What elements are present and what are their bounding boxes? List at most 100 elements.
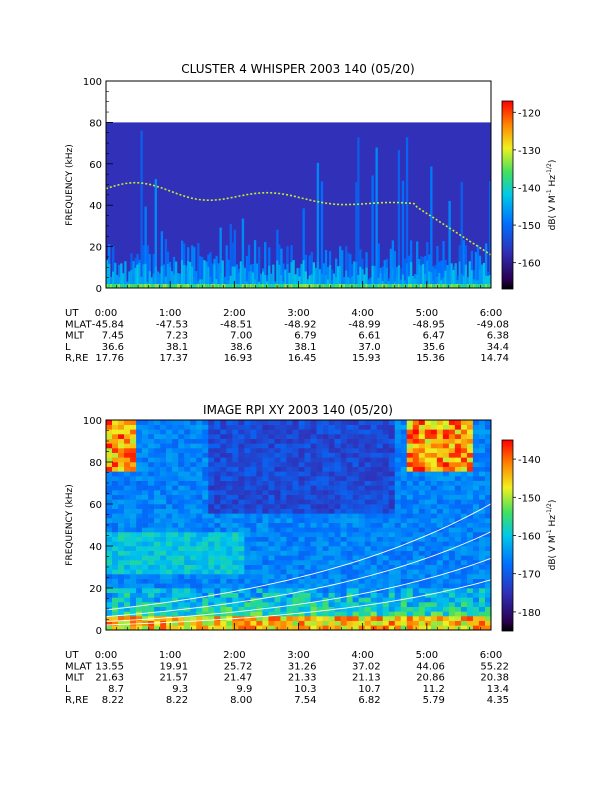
spectrogram-cell bbox=[418, 448, 426, 453]
spectrogram-low-band bbox=[434, 268, 437, 288]
spectrogram-cell bbox=[484, 569, 492, 575]
spectrogram-cell bbox=[112, 448, 119, 453]
spectrogram-cell bbox=[130, 490, 137, 495]
spectrogram-cell bbox=[478, 499, 486, 505]
spectrogram-low-band bbox=[122, 273, 125, 288]
spectrogram-cell bbox=[412, 480, 420, 486]
spectrogram-cell bbox=[178, 578, 185, 584]
spectrogram-cell bbox=[190, 602, 197, 607]
spectrogram-cell bbox=[232, 620, 239, 626]
spectrogram-cell bbox=[178, 420, 185, 425]
spectrogram-baseline bbox=[310, 284, 313, 288]
spectrogram-cell bbox=[112, 508, 119, 514]
colorbar-tick-label: -120 bbox=[518, 108, 541, 119]
spectrogram-cell bbox=[250, 555, 257, 561]
spectrogram-cell bbox=[112, 592, 119, 598]
spectrogram-cell bbox=[436, 471, 444, 477]
spectrogram-cell bbox=[178, 550, 185, 556]
spectrogram-baseline bbox=[213, 284, 216, 288]
spectrogram-cell bbox=[262, 434, 269, 439]
spectrogram-cell bbox=[412, 550, 420, 556]
spectrogram-cell bbox=[430, 592, 438, 598]
spectrogram-cell bbox=[442, 592, 450, 598]
spectrogram-cell bbox=[274, 583, 281, 589]
spectrogram-low-band bbox=[213, 264, 216, 288]
spectrogram-cell bbox=[292, 462, 299, 467]
spectrogram-cell bbox=[268, 434, 275, 439]
spectrogram-cell bbox=[448, 536, 456, 542]
spectrogram-cell bbox=[184, 578, 191, 584]
spectrogram-cell bbox=[208, 476, 215, 481]
spectrogram-baseline bbox=[286, 284, 289, 288]
spectrogram-cell bbox=[424, 434, 432, 439]
spectrogram-baseline bbox=[405, 284, 409, 288]
spectrogram-cell bbox=[226, 480, 233, 486]
spectrogram-cell bbox=[268, 560, 275, 565]
spectrogram-low-band bbox=[166, 263, 170, 288]
spectrogram-low-band bbox=[334, 277, 338, 288]
spectrogram-cell bbox=[226, 499, 233, 505]
spectrogram-cell bbox=[226, 434, 233, 439]
ephemeris-cell: 16.93 bbox=[224, 353, 253, 364]
spectrogram-cell bbox=[460, 597, 468, 603]
spectrogram-cell bbox=[190, 443, 197, 449]
spectrogram-cell bbox=[262, 522, 269, 528]
spectrogram-cell bbox=[136, 578, 143, 584]
spectrogram-cell bbox=[418, 485, 426, 491]
spectrogram-baseline bbox=[304, 284, 307, 288]
spectrogram-cell bbox=[238, 620, 245, 626]
spectrogram-cell bbox=[484, 606, 492, 612]
spectrogram-column bbox=[193, 247, 196, 288]
spectrogram-cell bbox=[250, 564, 257, 570]
spectrogram-column bbox=[442, 241, 445, 288]
spectrogram-cell bbox=[136, 499, 143, 505]
spectrogram-cell bbox=[310, 560, 317, 565]
spectrogram-cell bbox=[340, 438, 347, 444]
spectrogram-cell bbox=[184, 448, 191, 453]
spectrogram-cell bbox=[166, 434, 173, 439]
spectrogram-cell bbox=[454, 504, 462, 509]
spectrogram-cell bbox=[436, 457, 444, 463]
spectrogram-cell bbox=[484, 616, 492, 621]
spectrogram-cell bbox=[370, 490, 378, 495]
spectrogram-cell bbox=[436, 420, 444, 425]
spectrogram-cell bbox=[208, 518, 215, 523]
spectrogram-cell bbox=[178, 518, 185, 523]
spectrogram-cell bbox=[376, 424, 384, 430]
spectrogram-cell bbox=[232, 490, 239, 495]
spectrogram-cell bbox=[166, 564, 173, 570]
spectrogram-cell bbox=[388, 494, 396, 500]
spectrogram-cell bbox=[220, 555, 227, 561]
spectrogram-cell bbox=[316, 490, 323, 495]
spectrogram-cell bbox=[286, 518, 293, 523]
spectrogram-low-band bbox=[300, 263, 303, 288]
spectrogram-cell bbox=[136, 471, 143, 477]
spectrogram-cell bbox=[178, 480, 185, 486]
spectrogram-cell bbox=[274, 508, 281, 514]
spectrogram-cell bbox=[214, 555, 221, 561]
spectrogram-baseline bbox=[144, 284, 147, 288]
spectrogram-cell bbox=[196, 583, 203, 589]
ephemeris-cell: 38.6 bbox=[230, 342, 252, 353]
spectrogram-cell bbox=[478, 546, 486, 551]
spectrogram-cell bbox=[370, 424, 378, 430]
spectrogram-cell bbox=[322, 476, 329, 481]
spectrogram-cell bbox=[226, 476, 233, 481]
spectrogram-cell bbox=[424, 569, 432, 575]
spectrogram-column bbox=[326, 266, 330, 288]
spectrogram-column bbox=[399, 268, 403, 288]
spectrogram-cell bbox=[304, 560, 311, 565]
spectrogram-cell bbox=[448, 434, 456, 439]
spectrogram-column bbox=[231, 242, 234, 288]
spectrogram-baseline bbox=[189, 284, 192, 288]
spectrogram-low-band bbox=[308, 275, 311, 288]
spectrogram-cell bbox=[478, 438, 486, 444]
spectrogram-cell bbox=[142, 476, 149, 481]
spectrogram-cell bbox=[472, 527, 480, 533]
spectrogram-low-band bbox=[401, 274, 405, 288]
spectrogram-cell bbox=[166, 490, 173, 495]
spectrogram-cell bbox=[154, 452, 161, 458]
spectrogram-cell bbox=[244, 490, 251, 495]
spectrogram-low-band bbox=[450, 263, 453, 288]
spectrogram-cell bbox=[160, 574, 167, 579]
